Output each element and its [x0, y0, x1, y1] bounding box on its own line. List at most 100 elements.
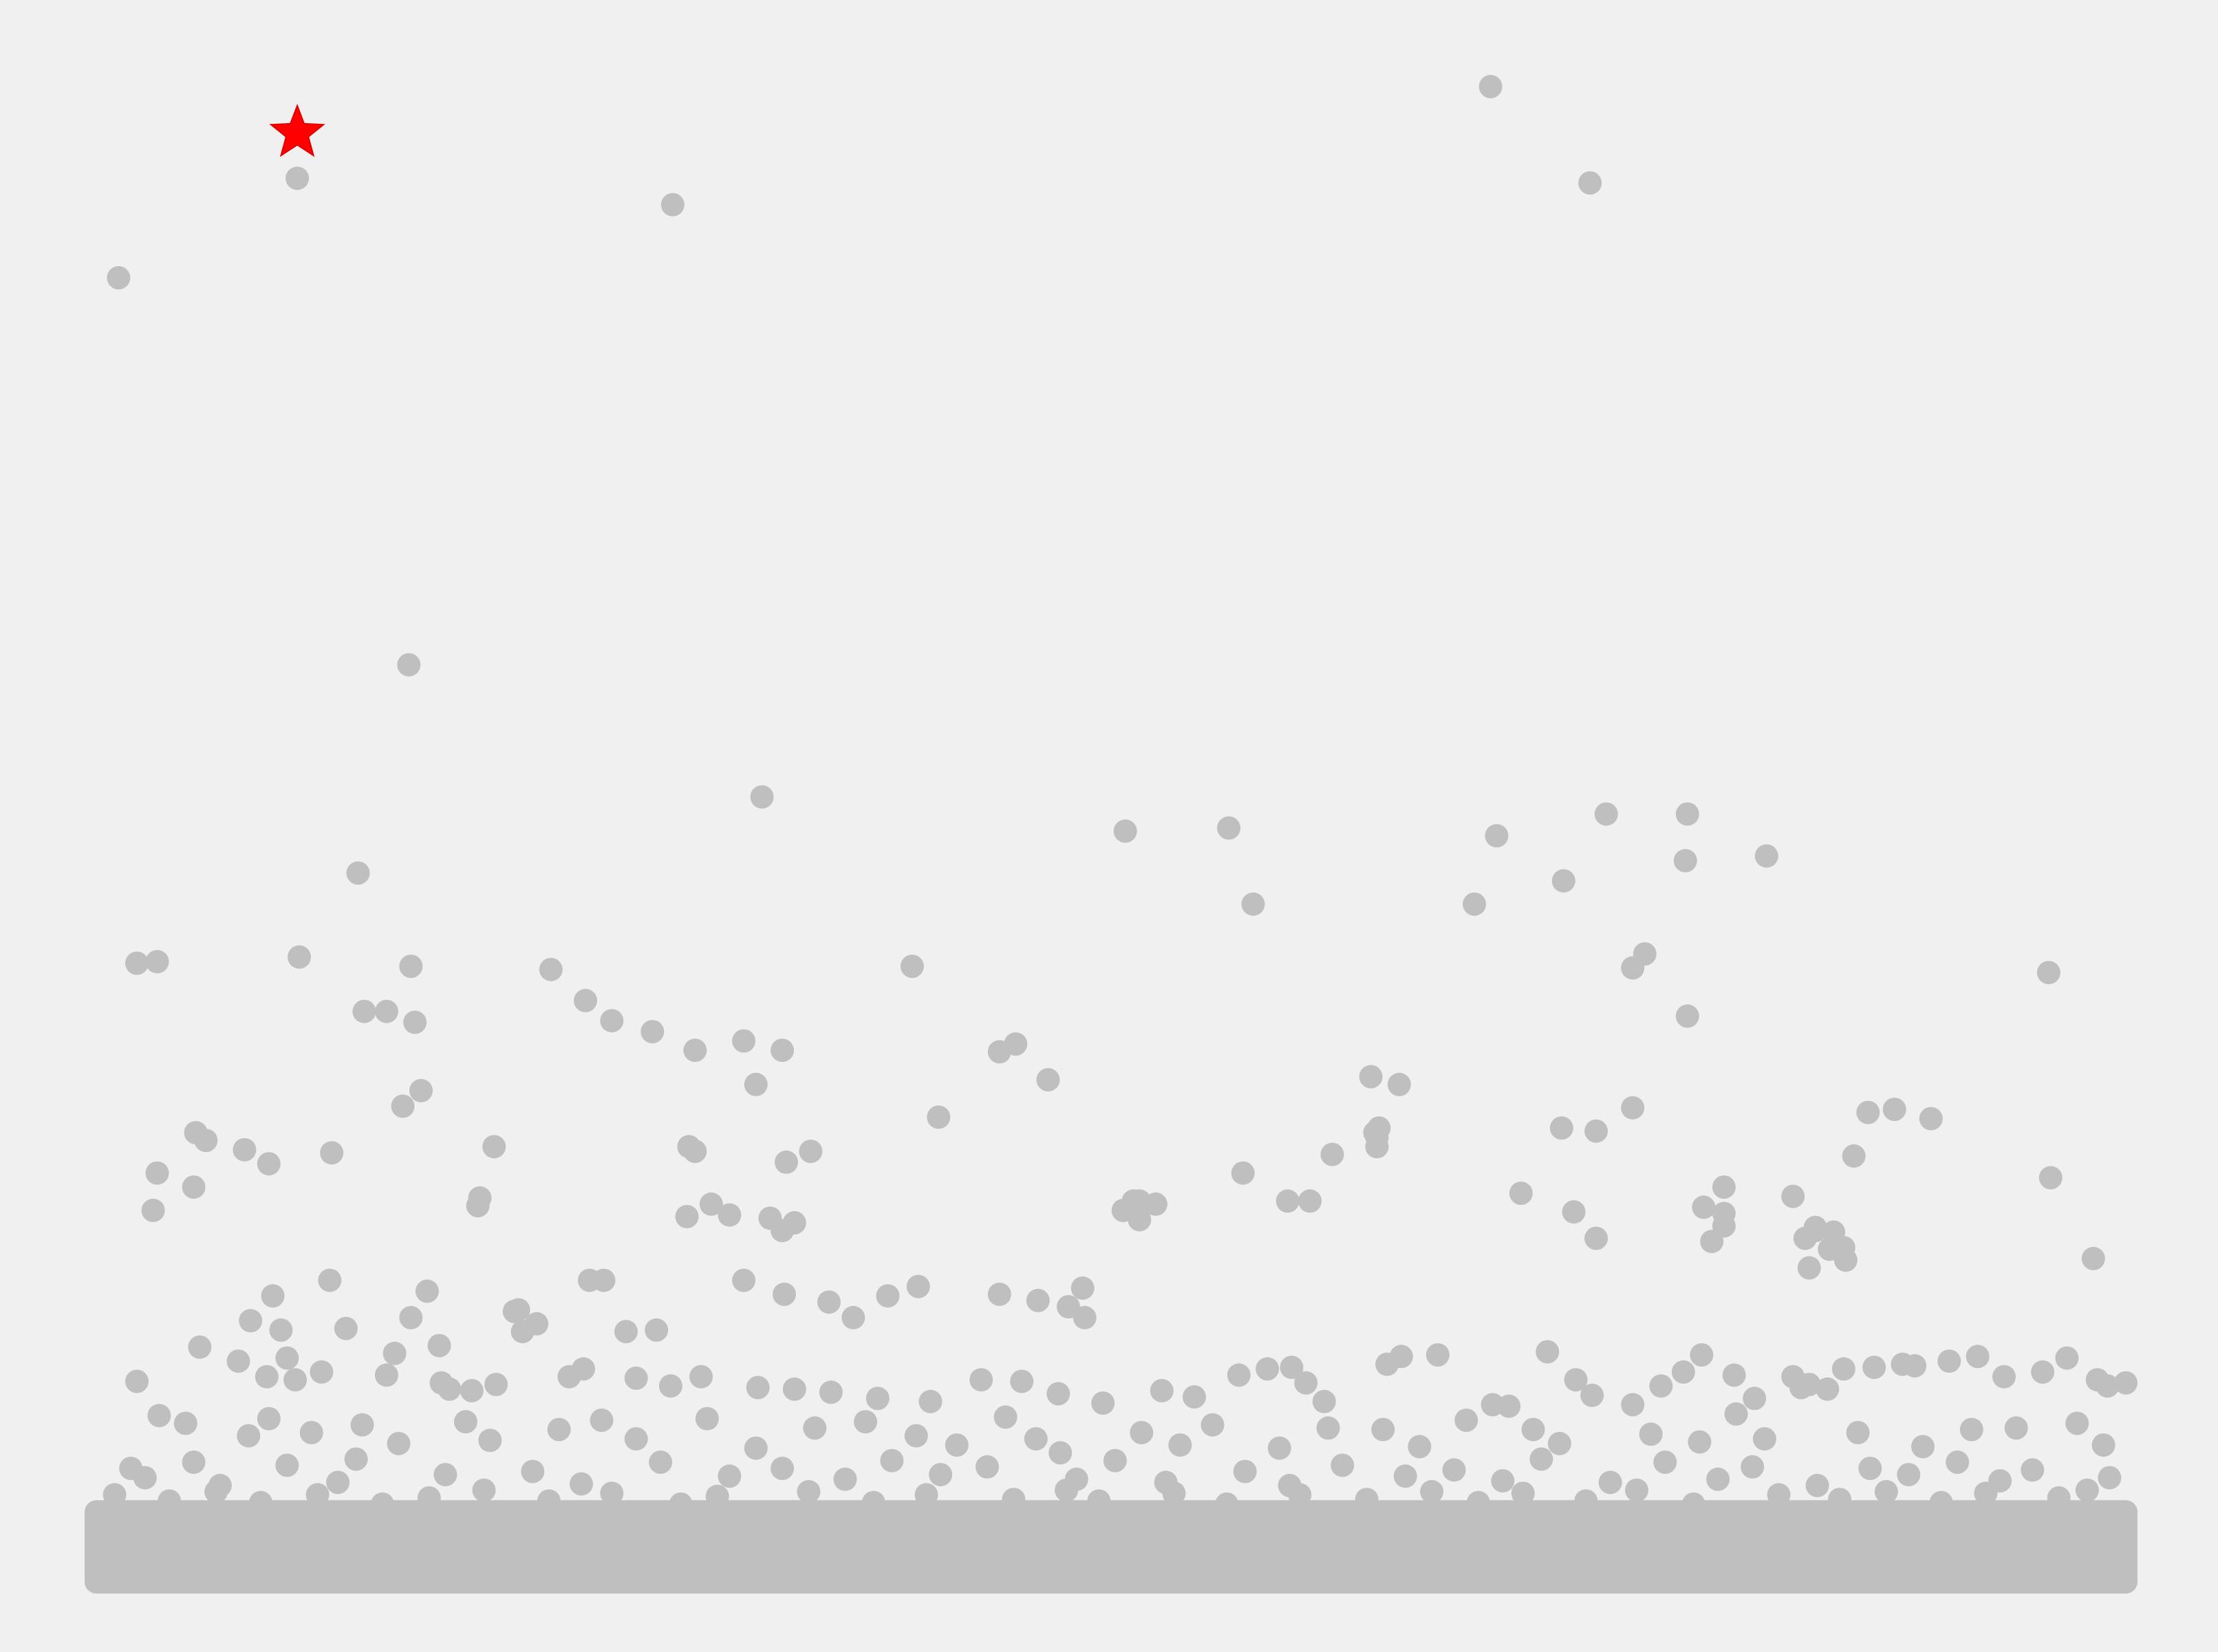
scatter-point: [182, 1450, 206, 1474]
scatter-point: [1485, 824, 1509, 848]
scatter-point: [732, 1268, 756, 1292]
scatter-point: [346, 861, 370, 885]
scatter-point: [1781, 1184, 1805, 1208]
scatter-point: [283, 1368, 308, 1392]
scatter-point: [732, 1029, 756, 1053]
scatter-point: [537, 1489, 561, 1513]
scatter-point: [1621, 1393, 1645, 1417]
scatter-point: [669, 1492, 693, 1516]
scatter-point: [374, 999, 398, 1023]
scatter-point: [1681, 1492, 1705, 1516]
scatter-point: [1024, 1427, 1048, 1451]
scatter-point: [1700, 1230, 1724, 1254]
scatter-point: [2114, 1371, 2138, 1395]
scatter-point: [125, 1369, 149, 1393]
scatter-point: [269, 1318, 293, 1342]
scatter-point: [1466, 1490, 1490, 1514]
scatter-point: [695, 1406, 719, 1431]
scatter-point: [1724, 1402, 1748, 1426]
scatter-point: [257, 1152, 281, 1176]
scatter-point: [660, 193, 685, 217]
scatter-point: [2047, 1486, 2071, 1510]
scatter-point: [1911, 1435, 1935, 1459]
scatter-point: [1478, 74, 1503, 98]
scatter-point: [1966, 1345, 1990, 1369]
scatter-point: [861, 1490, 885, 1514]
scatter-point: [299, 1421, 323, 1444]
scatter-point: [1091, 1391, 1115, 1415]
scatter-point: [658, 1374, 682, 1398]
scatter-point: [257, 1406, 281, 1431]
scatter-point: [1491, 1469, 1515, 1493]
scatter-point: [103, 1483, 127, 1507]
scatter-point: [387, 1431, 411, 1455]
scatter-point: [1215, 1492, 1239, 1516]
scatter-point: [525, 1312, 549, 1336]
scatter-point: [352, 999, 376, 1023]
scatter-point: [1551, 869, 1575, 893]
scatter-point: [1529, 1447, 1553, 1471]
scatter-points-layer: [103, 74, 2138, 1516]
scatter-point: [900, 955, 924, 978]
scatter-point: [750, 785, 774, 809]
scatter-point: [705, 1484, 729, 1508]
scatter-point: [1584, 1119, 1608, 1143]
scatter-point: [1959, 1417, 1983, 1442]
scatter-point: [1200, 1413, 1225, 1437]
scatter-point: [1805, 1473, 1829, 1497]
scatter-point: [987, 1040, 1011, 1064]
scatter-point: [2098, 1466, 2122, 1490]
scatter-point: [1046, 1382, 1070, 1406]
scatter-point: [993, 1405, 1018, 1429]
scatter-point: [472, 1478, 496, 1502]
scatter-point: [1929, 1490, 1953, 1514]
scatter-point: [370, 1492, 394, 1516]
scatter-point: [1874, 1479, 1898, 1503]
scatter-point: [399, 955, 423, 978]
scatter-point: [1130, 1421, 1154, 1444]
scatter-point: [1010, 1369, 1034, 1393]
scatter-point: [1521, 1417, 1545, 1442]
scatter-point: [817, 1290, 841, 1314]
scatter-point: [1320, 1142, 1344, 1166]
scatter-point: [1574, 1489, 1598, 1513]
scatter-point: [334, 1316, 358, 1340]
scatter-point: [775, 1150, 798, 1174]
scatter-point: [1256, 1357, 1280, 1381]
scatter-point: [275, 1346, 299, 1370]
scatter-point: [2031, 1360, 2055, 1384]
scatter-point: [305, 1483, 330, 1507]
scatter-point: [746, 1376, 770, 1400]
scatter-point: [1842, 1144, 1866, 1168]
scatter-point: [929, 1463, 953, 1487]
scatter-point: [1578, 171, 1602, 195]
scatter-point: [1393, 1464, 1417, 1488]
scatter-point: [453, 1410, 477, 1434]
scatter-point: [969, 1368, 993, 1392]
scatter-point: [1497, 1394, 1521, 1418]
scatter-point: [173, 1411, 197, 1435]
scatter-point: [574, 988, 597, 1012]
scatter-point: [141, 1198, 165, 1222]
scatter-point: [1743, 1387, 1767, 1411]
scatter-point: [1690, 1343, 1714, 1367]
scatter-point: [1026, 1288, 1050, 1312]
scatter-point: [403, 1010, 427, 1034]
scatter-point: [1712, 1202, 1736, 1226]
scatter-point: [1675, 1004, 1699, 1028]
scatter-point: [2065, 1411, 2089, 1435]
scatter-point: [1741, 1455, 1765, 1479]
scatter-point: [1816, 1377, 1840, 1401]
scatter-point: [427, 1334, 451, 1358]
scatter-point: [397, 653, 421, 677]
scatter-point: [482, 1135, 506, 1159]
scatter-point: [945, 1433, 969, 1457]
scatter-point: [1858, 1457, 1882, 1480]
scatter-point: [1903, 1354, 1927, 1378]
scatter-point: [374, 1363, 398, 1387]
scatter-point: [399, 1305, 423, 1329]
scatter-point: [2004, 1416, 2028, 1440]
scatter-point: [590, 1409, 614, 1432]
scatter-point: [1217, 816, 1241, 840]
